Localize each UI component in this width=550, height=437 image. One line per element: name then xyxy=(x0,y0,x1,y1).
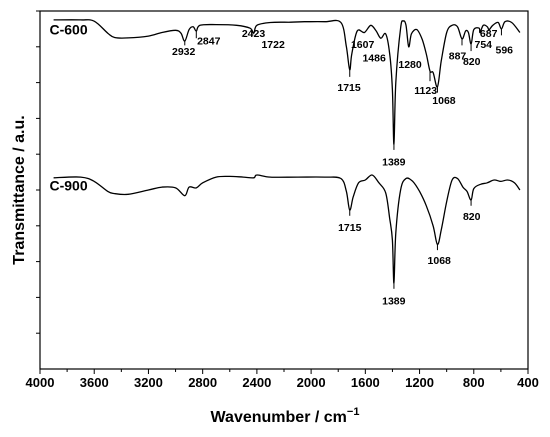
peak-label: 1715 xyxy=(337,82,361,94)
peak-label: 1068 xyxy=(428,255,452,267)
series-line-c-600 xyxy=(53,19,521,145)
peak-label: 1123 xyxy=(414,85,437,97)
peak-label: 2423 xyxy=(242,28,266,40)
peak-label: 1715 xyxy=(338,222,362,234)
x-tick-label: 2400 xyxy=(242,375,271,390)
peak-label: 1389 xyxy=(382,295,406,307)
peak-label: 1722 xyxy=(261,39,285,51)
peak-label: 754 xyxy=(475,39,493,51)
x-tick-label: 2800 xyxy=(188,375,217,390)
peak-label: 1280 xyxy=(398,59,422,71)
series-line-c-900 xyxy=(53,174,521,284)
x-tick-label: 3600 xyxy=(80,375,109,390)
series-labels: C-600 C-900 xyxy=(49,22,87,194)
x-axis-label: Wavenumber / cm−1 xyxy=(211,406,360,426)
peak-label: 1068 xyxy=(432,95,456,107)
peak-label: 2932 xyxy=(172,46,196,58)
x-tick-label: 800 xyxy=(463,375,485,390)
x-tick-label: 2000 xyxy=(297,375,326,390)
x-tick-label: 1200 xyxy=(405,375,434,390)
peak-markers xyxy=(184,28,502,289)
x-axis-ticks: 4000 3600 3200 2800 2400 2000 1600 1200 800 400 xyxy=(26,369,539,390)
y-axis-ticks xyxy=(36,10,40,334)
peak-label: 820 xyxy=(463,56,481,68)
x-tick-label: 400 xyxy=(517,375,539,390)
peak-label: 596 xyxy=(496,45,514,57)
y-axis-label: Transmittance / a.u. xyxy=(11,115,28,264)
spectra-series xyxy=(53,19,521,284)
series-label: C-900 xyxy=(49,178,87,194)
x-tick-label: 4000 xyxy=(26,375,55,390)
peak-label: 887 xyxy=(449,50,467,62)
peak-label: 1389 xyxy=(382,156,406,168)
peak-label: 1486 xyxy=(362,53,386,65)
peak-label: 1607 xyxy=(351,39,375,51)
x-tick-label: 3200 xyxy=(134,375,163,390)
series-label: C-600 xyxy=(49,22,87,38)
peak-label: 687 xyxy=(480,28,498,40)
plot-frame xyxy=(39,10,529,370)
peak-label: 820 xyxy=(463,211,481,223)
x-tick-label: 1600 xyxy=(351,375,380,390)
peak-label: 2847 xyxy=(197,35,221,47)
